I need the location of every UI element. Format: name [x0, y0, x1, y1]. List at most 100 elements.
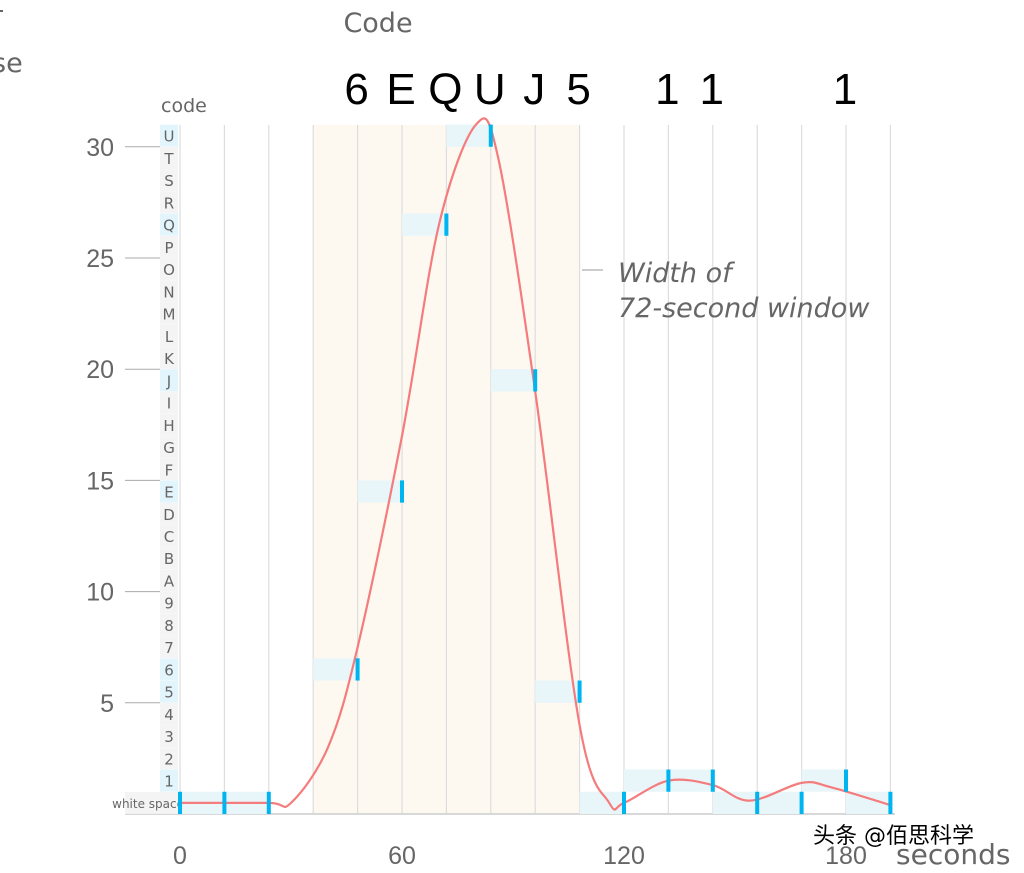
row-label: F — [165, 461, 174, 479]
row-label-bg — [160, 258, 178, 281]
row-label-bg — [160, 391, 178, 414]
row-label-bg — [160, 725, 178, 748]
row-label: B — [164, 550, 174, 568]
x-tick-label: 0 — [173, 842, 187, 870]
decoded-code: J — [523, 65, 545, 114]
row-label: white space — [112, 797, 184, 811]
row-label: D — [163, 506, 175, 524]
signal-curve — [179, 117, 891, 811]
row-label-bg — [160, 191, 178, 214]
partial-glyph — [0, 10, 3, 12]
row-label-bg — [160, 436, 178, 459]
row-label: 6 — [164, 661, 174, 679]
row-label-bg — [160, 235, 178, 258]
row-label-bg — [160, 324, 178, 347]
row-label: U — [164, 128, 175, 146]
row-label: O — [163, 261, 175, 279]
decoded-code: E — [386, 65, 415, 114]
y-tick-label: 30 — [86, 134, 114, 162]
row-label: N — [163, 283, 174, 301]
x-tick-label: 180 — [825, 842, 867, 870]
row-label-bg — [160, 280, 178, 303]
sample-marker — [355, 658, 360, 681]
sample-marker — [533, 369, 538, 392]
row-label: R — [164, 194, 174, 212]
decoded-code: U — [474, 65, 506, 114]
row-axis-label: code — [161, 95, 207, 117]
decoded-code: 6 — [344, 65, 368, 114]
sample-marker — [844, 769, 848, 792]
row-label: A — [164, 572, 175, 590]
x-tick-label: 120 — [603, 842, 645, 870]
row-label-bg — [160, 369, 178, 392]
partial-label: se — [0, 48, 23, 79]
row-label: 4 — [164, 706, 174, 724]
sample-band — [313, 658, 358, 681]
row-label: I — [167, 395, 171, 413]
row-label-bg — [160, 502, 178, 525]
row-label: K — [164, 350, 175, 368]
row-label-bg — [160, 680, 178, 703]
sample-marker — [222, 791, 227, 814]
row-label-bg — [160, 124, 178, 147]
sample-band — [624, 769, 669, 792]
x-axis-label: seconds — [896, 838, 1010, 871]
row-label-bg — [160, 480, 178, 503]
row-label: G — [163, 439, 175, 457]
row-label-bg — [160, 636, 178, 659]
row-label-bg — [160, 146, 178, 169]
row-label-bg — [160, 525, 178, 547]
y-tick-label: 25 — [86, 245, 114, 273]
row-label-bg — [160, 347, 178, 370]
row-label: 8 — [164, 617, 174, 635]
sample-band — [357, 480, 402, 503]
sample-marker — [666, 769, 671, 792]
row-label: 2 — [164, 750, 174, 768]
sample-marker — [577, 680, 582, 703]
row-label-bg — [160, 613, 178, 636]
decoded-code: Q — [428, 65, 462, 114]
window-label-line1: Width of — [618, 258, 735, 289]
decoded-code: 1 — [655, 65, 679, 114]
y-tick-label: 15 — [86, 467, 114, 495]
row-label-bg — [160, 302, 178, 325]
row-label-bg — [160, 413, 178, 436]
sample-marker — [755, 791, 760, 814]
sample-marker — [400, 480, 404, 503]
row-label-bg — [160, 569, 178, 592]
row-label: E — [164, 484, 173, 502]
sample-marker — [178, 791, 182, 814]
row-label: 1 — [164, 773, 174, 791]
sample-marker — [799, 791, 804, 814]
row-label-bg — [160, 658, 178, 681]
watermark: 头条 @佰思科学 — [813, 824, 974, 849]
row-label-bg — [160, 591, 178, 614]
row-label: S — [164, 172, 174, 190]
y-tick-label: 20 — [86, 356, 114, 384]
sample-band — [757, 791, 802, 814]
row-label: Q — [163, 217, 175, 235]
row-label: T — [163, 150, 174, 168]
row-label: L — [165, 328, 174, 346]
row-label: P — [164, 239, 173, 257]
row-label-bg — [160, 169, 178, 192]
decoded-code: 1 — [833, 65, 857, 114]
sample-marker — [622, 791, 626, 814]
row-label: 3 — [164, 728, 174, 746]
sample-marker — [266, 791, 271, 814]
row-label-bg — [160, 747, 178, 770]
sample-marker — [444, 213, 449, 236]
y-tick-label: 10 — [86, 579, 114, 607]
sample-band — [490, 369, 536, 392]
x-tick-label: 60 — [388, 842, 416, 870]
sample-marker — [710, 769, 715, 792]
row-label: M — [163, 306, 176, 324]
row-label-bg — [160, 213, 178, 236]
row-label-bg — [125, 791, 180, 814]
row-label: H — [163, 417, 174, 435]
decoded-code: 1 — [700, 65, 724, 114]
row-label: 7 — [164, 639, 174, 657]
sample-marker — [888, 791, 893, 814]
window-label-line2: 72-second window — [618, 293, 870, 324]
